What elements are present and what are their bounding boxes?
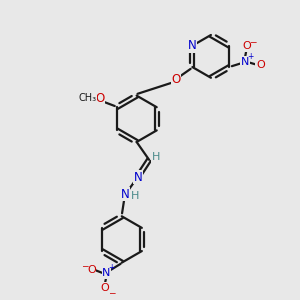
Text: N: N [241,57,249,67]
Text: CH₃: CH₃ [78,93,96,103]
Text: O: O [100,283,109,293]
Text: +: + [108,262,114,272]
Text: O: O [87,265,96,275]
Text: H: H [131,191,139,201]
Text: O: O [96,92,105,105]
Text: −: − [81,261,89,270]
Text: N: N [188,39,197,52]
Text: O: O [256,60,265,70]
Text: N: N [134,170,142,184]
Text: O: O [171,73,181,86]
Text: N: N [121,188,130,201]
Text: +: + [247,52,254,61]
Text: −: − [249,38,257,46]
Text: N: N [102,268,110,278]
Text: O: O [242,41,251,51]
Text: −: − [108,288,115,297]
Text: H: H [152,152,160,162]
